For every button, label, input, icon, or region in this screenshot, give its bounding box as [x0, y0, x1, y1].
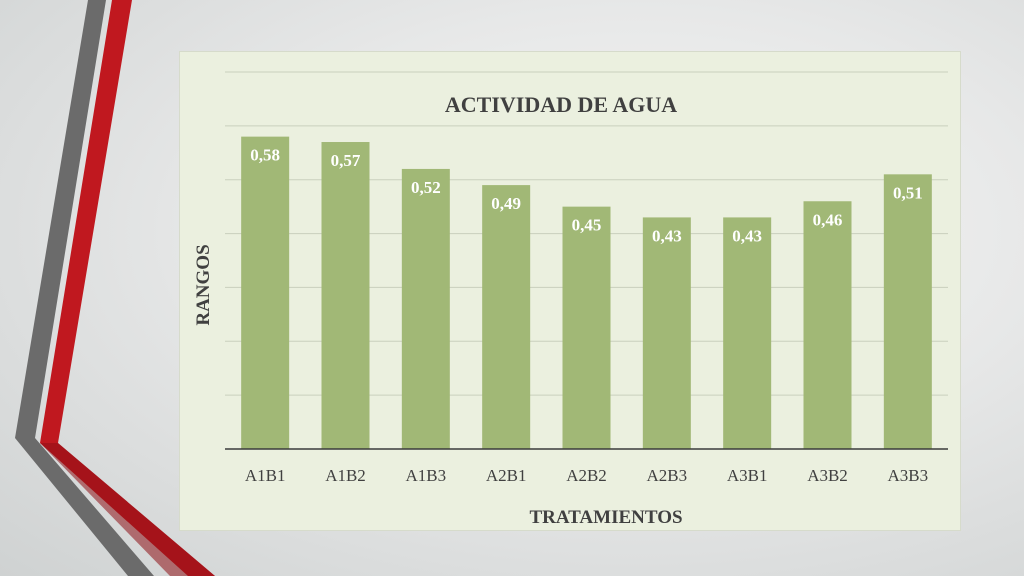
bar-value-label: 0,43 — [732, 226, 762, 245]
bars: 0,58 A1B1 0,57 A1B2 0,52 A1B3 0,49 A2B1 0,45 A2B2… — [241, 136, 932, 485]
bar-value-label: 0,49 — [491, 194, 521, 213]
bar-a2b3 — [642, 217, 691, 449]
x-tick-label: A1B3 — [406, 466, 447, 485]
y-axis-label: RANGOS — [193, 244, 214, 325]
gray-diagonal-stripe — [15, 0, 154, 576]
bar-value-label: 0,58 — [250, 146, 280, 165]
x-tick-label: A3B1 — [727, 466, 768, 485]
bar-a3b1 — [723, 217, 772, 449]
bar-value-label: 0,51 — [893, 183, 923, 202]
bar-value-label: 0,52 — [411, 178, 441, 197]
bar-value-label: 0,45 — [572, 216, 602, 235]
dark-red-corner-shade — [40, 443, 215, 576]
bar-a3b2 — [803, 201, 852, 449]
x-tick-label: A2B3 — [647, 466, 688, 485]
x-tick-label: A2B1 — [486, 466, 527, 485]
bar-value-label: 0,57 — [331, 151, 361, 170]
bar-a2b2 — [562, 206, 611, 449]
x-tick-label: A2B2 — [566, 466, 607, 485]
bar-value-label: 0,46 — [813, 210, 843, 229]
bar-value-label: 0,43 — [652, 226, 682, 245]
bar-a2b1 — [482, 185, 531, 449]
bar-a1b2 — [321, 142, 370, 449]
x-tick-label: A3B3 — [888, 466, 929, 485]
bar-a1b3 — [401, 168, 450, 449]
x-tick-label: A1B1 — [245, 466, 286, 485]
red-diagonal-stripe — [40, 0, 215, 576]
chart-title: ACTIVIDAD DE AGUA — [445, 92, 677, 117]
bar-a1b1 — [241, 136, 290, 449]
bar-a3b3 — [883, 174, 932, 450]
x-tick-label: A1B2 — [325, 466, 366, 485]
x-axis-label: TRATAMIENTOS — [529, 507, 682, 528]
x-tick-label: A3B2 — [807, 466, 848, 485]
